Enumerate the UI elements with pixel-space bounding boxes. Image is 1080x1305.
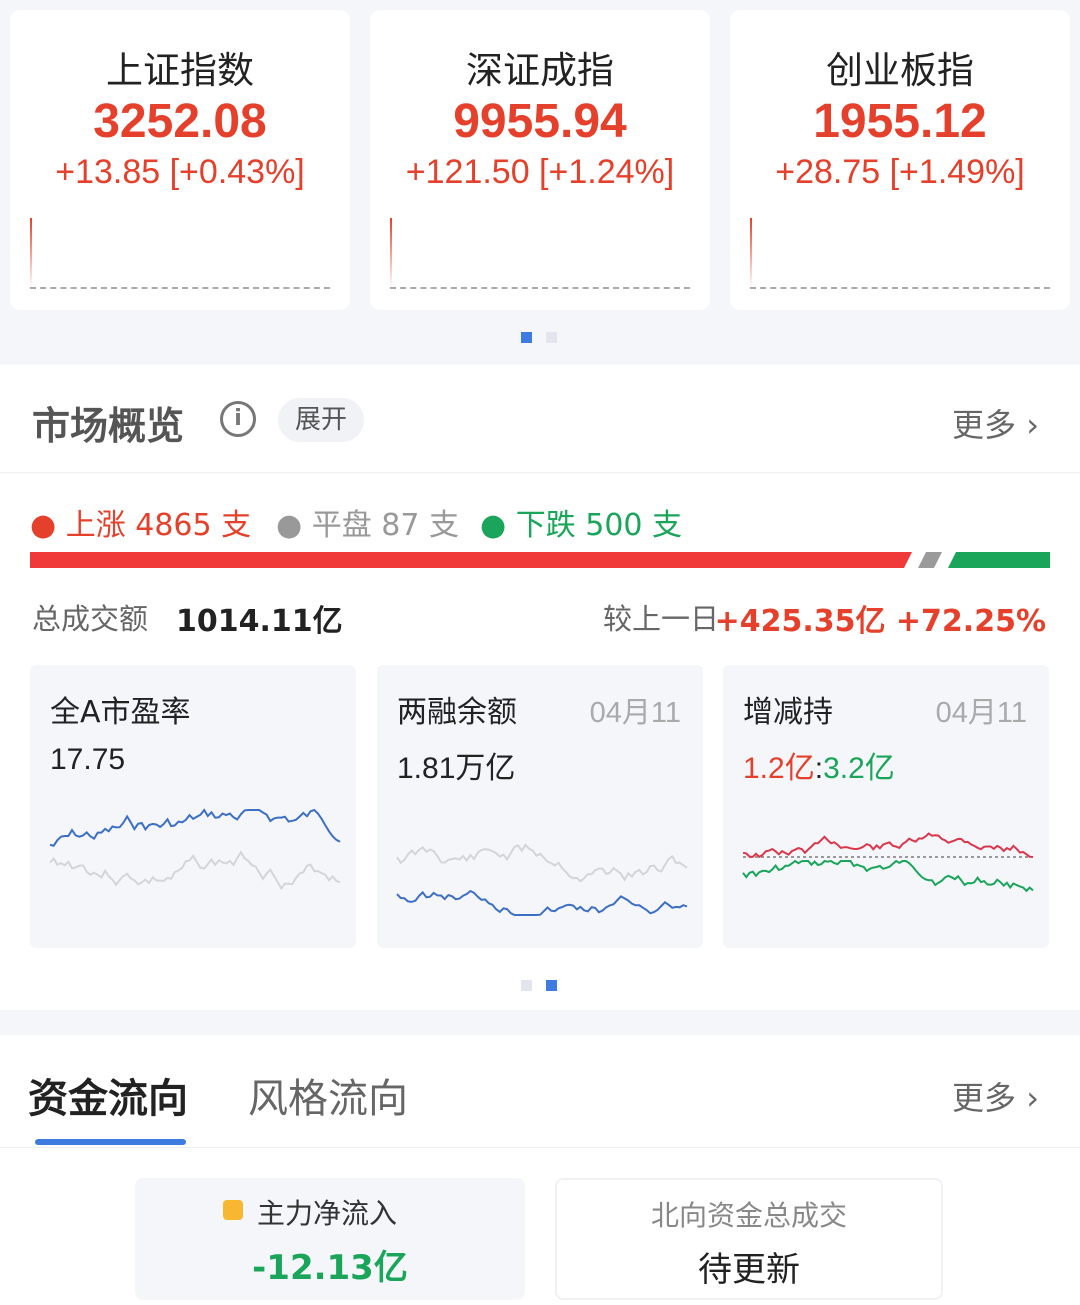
card-date: 04月11 — [589, 697, 681, 729]
ratio-separator: : — [814, 752, 824, 785]
index-value: 3252.08 — [93, 95, 267, 148]
decrease-value: 3.2亿 — [823, 752, 895, 785]
index-card-shanghai[interactable]: 上证指数 3252.08 +13.85 [+0.43%] — [10, 10, 350, 310]
main-net-inflow-card[interactable]: 主力净流入 -12.13亿 — [135, 1178, 525, 1300]
card-title: 主力净流入 — [257, 1197, 398, 1230]
pe-ratio-card[interactable]: 全A市盈率 17.75 — [30, 665, 356, 948]
flat-count: ● 平盘 87 支 — [276, 508, 459, 543]
baseline — [390, 287, 690, 289]
shareholding-sparkline — [742, 832, 1034, 893]
card-value: 1.2亿:3.2亿 — [743, 743, 895, 787]
index-name: 创业板指 — [826, 49, 974, 92]
page-indicator[interactable] — [521, 980, 532, 991]
index-card-chinext[interactable]: 创业板指 1955.12 +28.75 [+1.49%] — [730, 10, 1070, 310]
index-value: 1955.12 — [813, 95, 987, 148]
index-name: 深证成指 — [466, 49, 614, 92]
card-title: 两融余额 — [397, 695, 517, 730]
flat-label: 平盘 87 支 — [311, 508, 459, 543]
margin-sparkline — [396, 843, 688, 916]
card-title: 增减持 — [743, 695, 833, 730]
index-card-shenzhen[interactable]: 深证成指 9955.94 +121.50 [+1.24%] — [370, 10, 710, 310]
tab-style-flow[interactable]: 风格流向 — [248, 1076, 408, 1122]
tab-capital-flow[interactable]: 资金流向 — [28, 1076, 188, 1122]
compare-label: 较上一日 — [603, 602, 720, 636]
index-name: 上证指数 — [106, 49, 254, 92]
down-label: 下跌 500 支 — [515, 508, 683, 543]
legend-square-icon — [223, 1200, 243, 1220]
divider — [0, 1147, 1080, 1148]
index-change: +28.75 [+1.49%] — [775, 153, 1025, 191]
total-volume-label: 总成交额 — [32, 602, 149, 636]
section-gap — [0, 1010, 1080, 1035]
expand-button[interactable]: 展开 — [278, 398, 364, 442]
margin-balance-card[interactable]: 两融余额 04月11 1.81万亿 — [377, 665, 703, 948]
section-title: 市场概览 — [32, 404, 185, 448]
breadth-bar-down — [948, 552, 1050, 568]
card-value: 17.75 — [50, 743, 126, 776]
breadth-bar-flat — [918, 552, 942, 568]
info-icon[interactable]: i — [220, 401, 256, 437]
card-value: 待更新 — [698, 1250, 800, 1290]
total-volume-value: 1014.11亿 — [176, 604, 343, 639]
divider — [0, 472, 1080, 473]
baseline — [30, 287, 330, 289]
intraday-line — [30, 218, 32, 288]
more-label: 更多 — [952, 406, 1017, 444]
active-tab-indicator — [35, 1139, 186, 1145]
baseline — [750, 287, 1050, 289]
northbound-card[interactable]: 北向资金总成交 待更新 — [555, 1178, 943, 1300]
shareholding-change-card[interactable]: 增减持 04月11 1.2亿:3.2亿 — [723, 665, 1049, 948]
index-change: +121.50 [+1.24%] — [405, 153, 675, 191]
chevron-right-icon: › — [1026, 406, 1039, 444]
index-value: 9955.94 — [453, 95, 627, 148]
index-change: +13.85 [+0.43%] — [55, 153, 305, 191]
up-count: ● 上涨 4865 支 — [30, 508, 252, 543]
page-indicator-active[interactable] — [521, 332, 532, 343]
card-title: 北向资金总成交 — [650, 1199, 847, 1232]
chevron-right-icon: › — [1026, 1079, 1039, 1117]
breadth-bar-up — [30, 552, 912, 568]
compare-value: +425.35亿 +72.25% — [714, 604, 1046, 639]
intraday-line — [390, 218, 392, 288]
down-count: ● 下跌 500 支 — [480, 508, 683, 543]
page-indicator-active[interactable] — [546, 980, 557, 991]
card-value: 1.81万亿 — [397, 752, 516, 785]
flow-more-link[interactable]: 更多 › — [952, 1073, 1039, 1119]
card-value: -12.13亿 — [252, 1248, 408, 1288]
up-label: 上涨 4865 支 — [65, 508, 252, 543]
card-title: 全A市盈率 — [50, 695, 191, 730]
more-link[interactable]: 更多 › — [952, 400, 1039, 446]
more-label: 更多 — [952, 1079, 1017, 1117]
pe-sparkline — [49, 808, 341, 891]
increase-value: 1.2亿 — [743, 752, 815, 785]
card-date: 04月11 — [935, 697, 1027, 729]
intraday-line — [750, 218, 752, 288]
page-indicator[interactable] — [546, 332, 557, 343]
